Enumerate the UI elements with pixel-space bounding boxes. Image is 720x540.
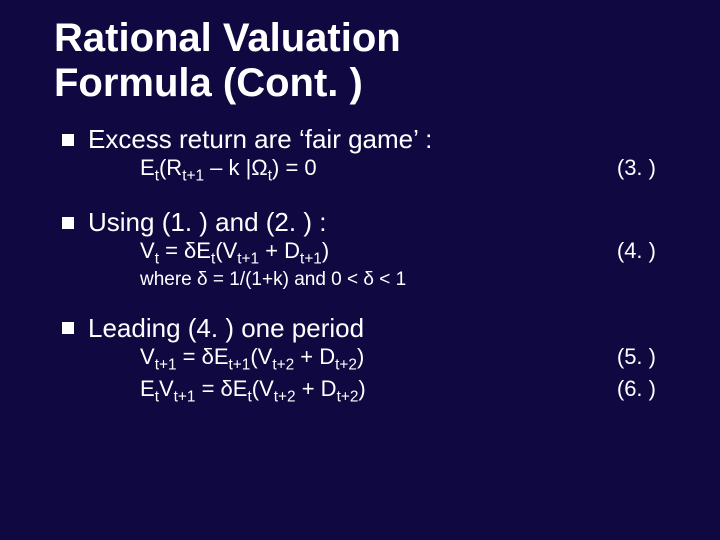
spacer: [62, 291, 666, 313]
spacer: [62, 185, 666, 207]
equation-row: Et(Rt+1 – k |Ωt) = 0 (3. ): [62, 155, 666, 185]
where-clause-row: where δ = 1/(1+k) and 0 < δ < 1: [62, 269, 666, 291]
bullet-square-icon: [62, 322, 74, 334]
slide: Rational Valuation Formula (Cont. ) Exce…: [0, 0, 720, 407]
list-item: Excess return are ‘fair game’ : Et(Rt+1 …: [62, 124, 666, 185]
bullet-square-icon: [62, 134, 74, 146]
where-clause: where δ = 1/(1+k) and 0 < δ < 1: [140, 269, 666, 291]
equation-number: (6. ): [617, 376, 666, 402]
title-line-1: Rational Valuation: [54, 16, 666, 61]
equation-text: EtVt+1 = δEt(Vt+2 + Dt+2): [140, 376, 617, 406]
list-item: Leading (4. ) one period Vt+1 = δEt+1(Vt…: [62, 313, 666, 407]
slide-title: Rational Valuation Formula (Cont. ): [54, 0, 666, 124]
equation-number: (4. ): [617, 238, 666, 264]
bullet-heading-row: Excess return are ‘fair game’ :: [62, 124, 666, 155]
equation-row: Vt = δEt(Vt+1 + Dt+1) (4. ): [62, 238, 666, 268]
equation-text: Et(Rt+1 – k |Ωt) = 0: [140, 155, 617, 185]
title-line-2: Formula (Cont. ): [54, 61, 666, 106]
equation-number: (3. ): [617, 155, 666, 181]
list-item: Using (1. ) and (2. ) : Vt = δEt(Vt+1 + …: [62, 207, 666, 290]
equation-row: EtVt+1 = δEt(Vt+2 + Dt+2) (6. ): [62, 376, 666, 406]
equation-text: Vt+1 = δEt+1(Vt+2 + Dt+2): [140, 344, 617, 374]
equation-text: Vt = δEt(Vt+1 + Dt+1): [140, 238, 617, 268]
bullet-heading-row: Leading (4. ) one period: [62, 313, 666, 344]
bullet-heading: Using (1. ) and (2. ) :: [88, 207, 326, 238]
bullet-heading-row: Using (1. ) and (2. ) :: [62, 207, 666, 238]
bullet-square-icon: [62, 217, 74, 229]
equation-number: (5. ): [617, 344, 666, 370]
bullet-heading: Excess return are ‘fair game’ :: [88, 124, 432, 155]
bullet-list: Excess return are ‘fair game’ : Et(Rt+1 …: [54, 124, 666, 407]
equation-row: Vt+1 = δEt+1(Vt+2 + Dt+2) (5. ): [62, 344, 666, 374]
bullet-heading: Leading (4. ) one period: [88, 313, 364, 344]
